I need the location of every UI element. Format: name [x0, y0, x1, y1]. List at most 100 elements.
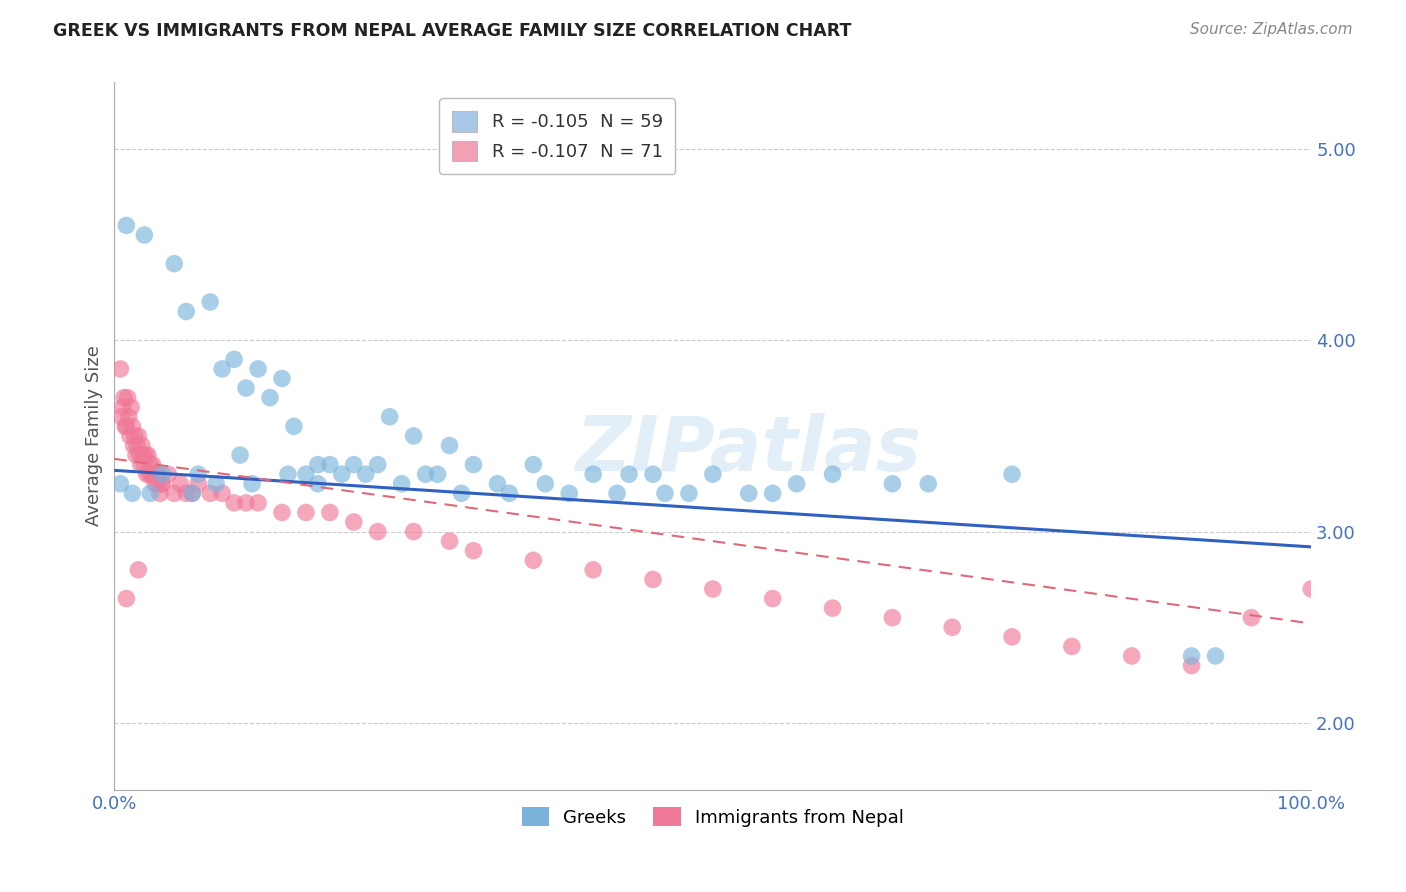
Point: [558, 486, 581, 500]
Point: [129, 458, 152, 472]
Point: [135, 448, 157, 462]
Point: [678, 486, 700, 500]
Point: [142, 467, 165, 482]
Point: [882, 610, 904, 624]
Point: [115, 219, 138, 233]
Point: [121, 419, 143, 434]
Point: [122, 438, 145, 452]
Legend: Greeks, Immigrants from Nepal: Greeks, Immigrants from Nepal: [515, 800, 911, 834]
Point: [148, 467, 170, 482]
Point: [150, 476, 173, 491]
Point: [163, 257, 186, 271]
Point: [463, 543, 485, 558]
Point: [402, 524, 425, 539]
Point: [143, 476, 166, 491]
Point: [307, 458, 329, 472]
Point: [641, 573, 664, 587]
Point: [149, 486, 172, 500]
Point: [1060, 640, 1083, 654]
Point: [198, 486, 221, 500]
Point: [135, 467, 157, 482]
Point: [198, 295, 221, 310]
Point: [391, 476, 413, 491]
Point: [821, 467, 844, 482]
Point: [439, 534, 461, 549]
Point: [222, 352, 245, 367]
Point: [641, 467, 664, 482]
Point: [115, 419, 138, 434]
Point: [1205, 648, 1227, 663]
Point: [271, 505, 294, 519]
Point: [187, 476, 209, 491]
Point: [134, 227, 156, 242]
Point: [1301, 582, 1323, 596]
Point: [486, 476, 509, 491]
Point: [259, 391, 281, 405]
Point: [139, 458, 162, 472]
Point: [134, 458, 156, 472]
Point: [522, 553, 544, 567]
Point: [141, 467, 163, 482]
Point: [283, 419, 305, 434]
Point: [786, 476, 808, 491]
Point: [1001, 467, 1024, 482]
Point: [110, 476, 132, 491]
Point: [112, 391, 135, 405]
Text: GREEK VS IMMIGRANTS FROM NEPAL AVERAGE FAMILY SIZE CORRELATION CHART: GREEK VS IMMIGRANTS FROM NEPAL AVERAGE F…: [53, 22, 852, 40]
Point: [235, 381, 257, 395]
Point: [582, 467, 605, 482]
Point: [211, 362, 233, 376]
Text: ZIPatlas: ZIPatlas: [575, 413, 922, 487]
Point: [330, 467, 353, 482]
Point: [127, 438, 149, 452]
Point: [1180, 658, 1202, 673]
Point: [187, 467, 209, 482]
Point: [343, 458, 366, 472]
Point: [534, 476, 557, 491]
Point: [319, 505, 342, 519]
Point: [181, 486, 204, 500]
Point: [132, 448, 155, 462]
Point: [271, 371, 294, 385]
Point: [617, 467, 640, 482]
Point: [124, 429, 146, 443]
Point: [121, 486, 143, 500]
Point: [522, 458, 544, 472]
Point: [118, 409, 141, 424]
Point: [117, 391, 139, 405]
Point: [582, 563, 605, 577]
Point: [110, 409, 132, 424]
Point: [139, 486, 162, 500]
Point: [367, 524, 389, 539]
Point: [319, 458, 342, 472]
Point: [110, 362, 132, 376]
Point: [211, 486, 233, 500]
Point: [415, 467, 437, 482]
Point: [295, 505, 318, 519]
Point: [131, 438, 153, 452]
Point: [821, 601, 844, 615]
Point: [222, 496, 245, 510]
Point: [145, 467, 167, 482]
Point: [295, 467, 318, 482]
Point: [941, 620, 963, 634]
Point: [702, 582, 724, 596]
Point: [136, 448, 159, 462]
Point: [240, 476, 263, 491]
Point: [343, 515, 366, 529]
Point: [120, 401, 142, 415]
Point: [247, 362, 270, 376]
Point: [762, 591, 785, 606]
Point: [163, 486, 186, 500]
Point: [450, 486, 472, 500]
Point: [402, 429, 425, 443]
Point: [127, 429, 149, 443]
Point: [125, 448, 148, 462]
Point: [111, 401, 134, 415]
Point: [118, 429, 141, 443]
Point: [762, 486, 785, 500]
Point: [1001, 630, 1024, 644]
Point: [498, 486, 520, 500]
Point: [157, 467, 180, 482]
Point: [277, 467, 299, 482]
